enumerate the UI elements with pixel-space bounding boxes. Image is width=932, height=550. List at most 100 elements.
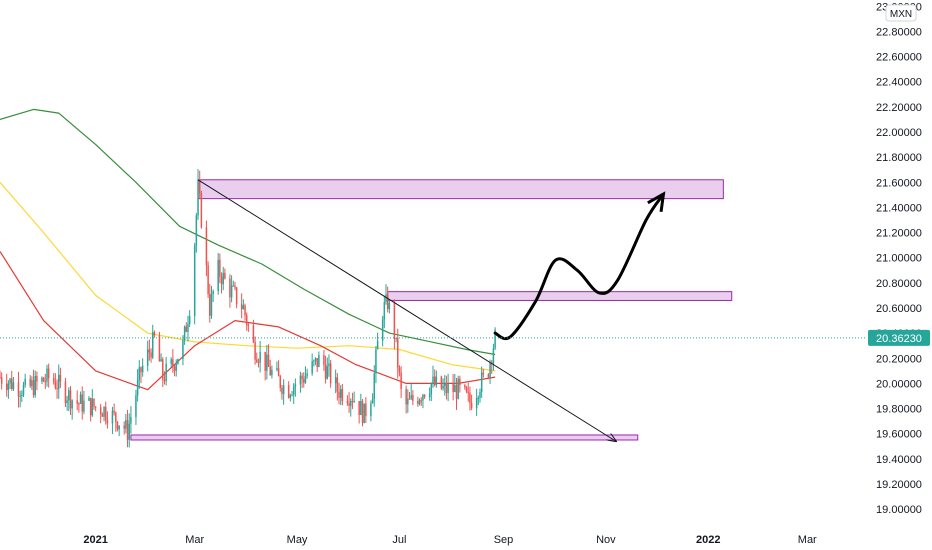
x-axis[interactable]: 2021 Mar May Jul Sep Nov 2022 Mar xyxy=(83,534,817,546)
candle xyxy=(22,381,25,398)
y-tick-label: 20.60000 xyxy=(876,303,922,315)
y-tick-label: 22.20000 xyxy=(876,102,922,114)
candle xyxy=(88,396,90,402)
candle xyxy=(457,375,459,400)
y-axis[interactable]: 19.00000 19.20000 19.40000 19.60000 19.80000… xyxy=(876,1,922,516)
candle xyxy=(177,358,179,365)
candle xyxy=(376,332,379,350)
candle xyxy=(442,378,444,391)
mid-resistance-zone[interactable] xyxy=(387,291,733,301)
candle xyxy=(348,392,350,413)
y-tick-label: 21.00000 xyxy=(876,253,922,265)
candle xyxy=(101,412,104,417)
candle xyxy=(465,385,468,394)
x-tick-label: Nov xyxy=(596,534,616,546)
plot-area[interactable] xyxy=(0,108,866,448)
candle xyxy=(146,340,149,372)
candle xyxy=(205,220,208,277)
candle xyxy=(173,364,176,377)
candle xyxy=(351,392,354,410)
candle xyxy=(291,390,293,397)
candle xyxy=(217,252,219,295)
y-tick-label: 19.40000 xyxy=(876,454,922,466)
candle xyxy=(467,382,469,402)
x-tick-label: Mar xyxy=(798,534,817,546)
x-tick-label: 2022 xyxy=(696,534,720,546)
candle xyxy=(459,375,461,393)
candle xyxy=(240,293,243,319)
support-zone[interactable] xyxy=(130,434,639,441)
candle xyxy=(346,395,349,406)
currency-label[interactable]: MXN xyxy=(885,4,917,22)
candle xyxy=(482,368,485,378)
last-price-badge: 20.36230 xyxy=(868,329,930,346)
candle xyxy=(432,365,434,388)
candle xyxy=(381,315,384,347)
currency-label-box xyxy=(885,4,917,22)
candle xyxy=(316,358,318,373)
candle xyxy=(371,393,374,404)
candle xyxy=(388,298,391,314)
candle xyxy=(0,370,1,379)
candle xyxy=(326,357,329,380)
candle xyxy=(83,390,85,415)
forecast-arrow[interactable] xyxy=(493,191,666,341)
candle xyxy=(304,366,307,384)
candle xyxy=(44,373,47,389)
candle xyxy=(170,357,172,368)
candle xyxy=(480,366,483,398)
candle xyxy=(103,406,105,422)
candle xyxy=(373,365,376,407)
candle xyxy=(313,359,315,367)
candle xyxy=(229,274,231,308)
candle xyxy=(123,421,125,435)
candle xyxy=(195,212,198,253)
candle xyxy=(76,390,78,411)
candle xyxy=(443,375,446,396)
candle xyxy=(303,372,305,388)
moving-averages xyxy=(0,108,496,391)
upper-resistance-zone[interactable] xyxy=(197,179,724,200)
candle xyxy=(125,414,127,434)
candle xyxy=(440,375,443,390)
candle xyxy=(256,352,258,364)
candle xyxy=(42,376,45,383)
candle xyxy=(47,363,50,388)
candle xyxy=(198,170,201,198)
trendline[interactable] xyxy=(197,179,616,441)
candle xyxy=(151,324,154,360)
candle xyxy=(475,388,478,416)
candle xyxy=(188,310,191,328)
candle xyxy=(323,350,325,371)
candle xyxy=(311,353,313,376)
candle xyxy=(276,361,278,372)
candle xyxy=(118,425,120,437)
candle xyxy=(210,285,213,319)
candle xyxy=(148,339,151,361)
candle xyxy=(289,393,292,402)
candle xyxy=(489,359,491,384)
candle xyxy=(136,369,139,402)
candle xyxy=(375,345,377,384)
candle xyxy=(267,344,270,367)
y-tick-label: 19.00000 xyxy=(876,504,922,516)
candle xyxy=(494,327,496,350)
candle xyxy=(264,351,266,381)
candle xyxy=(126,409,129,448)
candle xyxy=(492,343,495,371)
candle xyxy=(385,284,387,305)
candle xyxy=(433,369,436,387)
candle xyxy=(113,403,115,416)
candle xyxy=(397,328,399,379)
candle xyxy=(361,399,364,427)
candle xyxy=(370,400,372,422)
candle xyxy=(334,369,337,394)
candle xyxy=(410,383,412,401)
candle xyxy=(407,389,409,413)
candle xyxy=(271,365,273,379)
candles xyxy=(0,169,496,448)
candle xyxy=(52,373,55,385)
candle xyxy=(395,338,397,343)
candle xyxy=(350,398,352,417)
